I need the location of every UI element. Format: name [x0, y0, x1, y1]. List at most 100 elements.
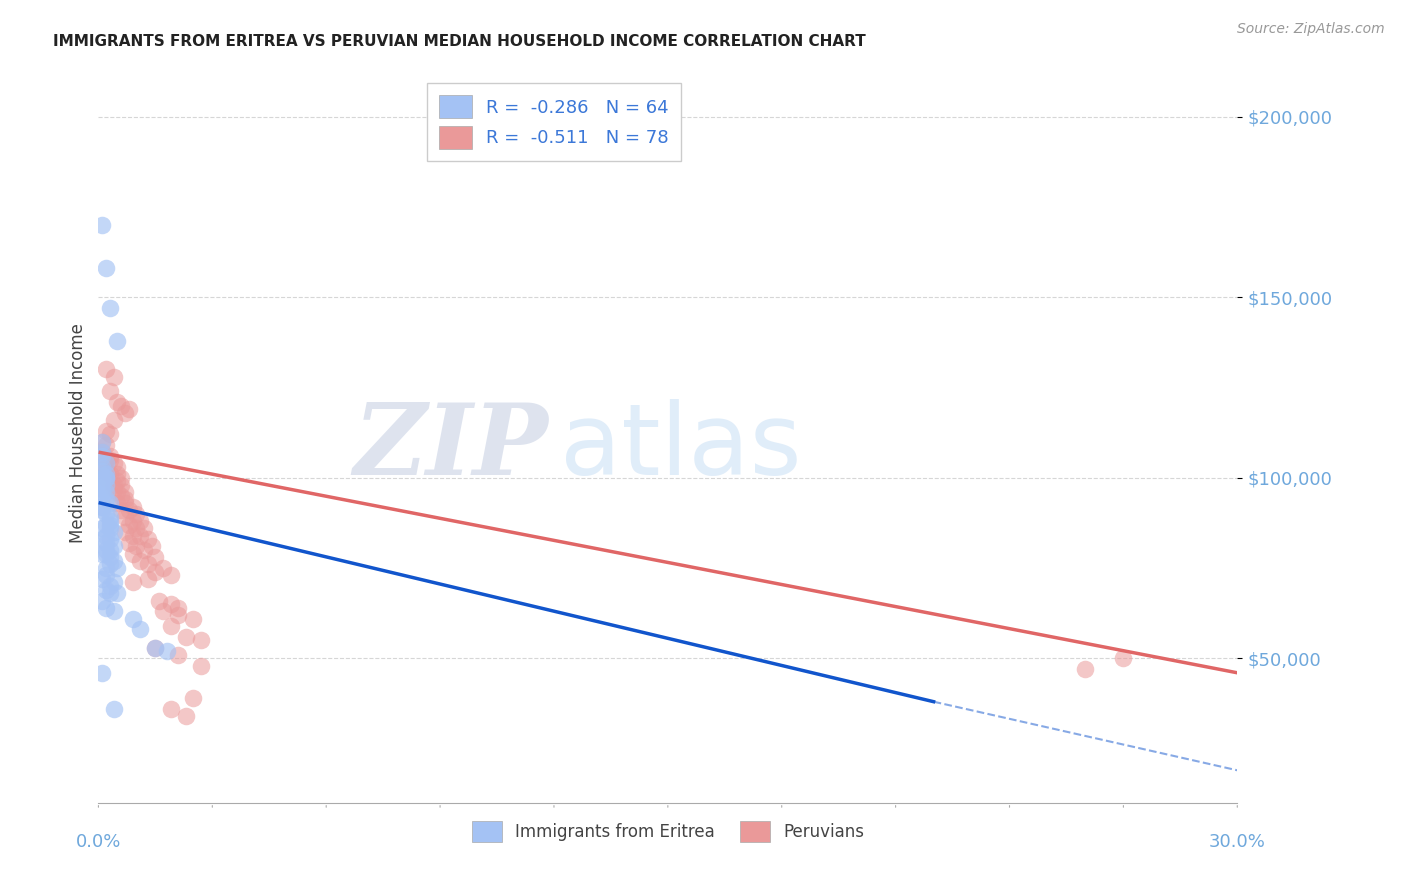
Point: [94, 438, 117, 452]
Point: [91, 464, 114, 478]
Point: [114, 485, 136, 500]
Point: [107, 334, 129, 348]
Point: [125, 521, 148, 535]
Point: [103, 604, 125, 618]
Point: [98, 449, 121, 463]
Point: [125, 507, 148, 521]
Point: [91, 503, 114, 517]
Point: [183, 691, 205, 706]
Point: [183, 612, 205, 626]
Point: [103, 482, 125, 496]
Y-axis label: Median Household Income: Median Household Income: [69, 323, 87, 542]
Point: [98, 558, 121, 572]
Point: [94, 535, 117, 549]
Point: [94, 424, 117, 438]
Point: [94, 478, 117, 492]
Point: [141, 540, 163, 554]
Point: [159, 702, 181, 716]
Point: [107, 485, 129, 500]
Point: [98, 427, 121, 442]
Point: [145, 565, 167, 579]
Point: [91, 593, 114, 607]
Point: [121, 612, 143, 626]
Point: [136, 572, 159, 586]
Point: [107, 467, 129, 482]
Point: [118, 503, 141, 517]
Point: [94, 582, 117, 597]
Point: [98, 517, 121, 532]
Point: [118, 517, 141, 532]
Point: [129, 554, 152, 568]
Text: 30.0%: 30.0%: [1209, 833, 1265, 851]
Point: [159, 619, 181, 633]
Point: [167, 648, 190, 662]
Point: [107, 561, 129, 575]
Text: ZIP: ZIP: [353, 400, 548, 496]
Point: [91, 449, 114, 463]
Point: [190, 633, 212, 648]
Point: [94, 471, 117, 485]
Point: [91, 478, 114, 492]
Point: [114, 524, 136, 539]
Text: Source: ZipAtlas.com: Source: ZipAtlas.com: [1237, 22, 1385, 37]
Point: [107, 496, 129, 510]
Point: [103, 524, 125, 539]
Point: [94, 561, 117, 575]
Point: [94, 485, 117, 500]
Point: [121, 528, 143, 542]
Point: [98, 514, 121, 528]
Text: 0.0%: 0.0%: [76, 833, 121, 851]
Point: [129, 528, 152, 542]
Point: [98, 521, 121, 535]
Point: [148, 593, 170, 607]
Point: [118, 535, 141, 549]
Point: [91, 459, 114, 474]
Legend: Immigrants from Eritrea, Peruvians: Immigrants from Eritrea, Peruvians: [460, 809, 876, 854]
Point: [114, 492, 136, 507]
Point: [103, 575, 125, 590]
Point: [110, 503, 132, 517]
Point: [91, 572, 114, 586]
Point: [136, 558, 159, 572]
Point: [132, 521, 155, 535]
Point: [91, 489, 114, 503]
Point: [94, 547, 117, 561]
Point: [107, 395, 129, 409]
Point: [107, 459, 129, 474]
Point: [91, 218, 114, 232]
Point: [145, 640, 167, 655]
Point: [94, 543, 117, 558]
Point: [167, 600, 190, 615]
Point: [91, 500, 114, 514]
Point: [94, 362, 117, 376]
Point: [91, 471, 114, 485]
Point: [91, 445, 114, 459]
Point: [1074, 662, 1097, 676]
Point: [129, 623, 152, 637]
Point: [98, 579, 121, 593]
Point: [103, 540, 125, 554]
Point: [1112, 651, 1135, 665]
Point: [94, 471, 117, 485]
Point: [91, 532, 114, 546]
Point: [94, 517, 117, 532]
Point: [91, 521, 114, 535]
Point: [94, 600, 117, 615]
Point: [121, 575, 143, 590]
Point: [91, 485, 114, 500]
Text: atlas: atlas: [560, 399, 801, 496]
Point: [91, 459, 114, 474]
Point: [91, 434, 114, 449]
Point: [152, 604, 174, 618]
Point: [103, 554, 125, 568]
Point: [94, 528, 117, 542]
Point: [110, 478, 132, 492]
Point: [121, 547, 143, 561]
Point: [98, 452, 121, 467]
Point: [145, 550, 167, 565]
Point: [103, 413, 125, 427]
Point: [91, 475, 114, 489]
Point: [98, 496, 121, 510]
Point: [94, 507, 117, 521]
Point: [145, 640, 167, 655]
